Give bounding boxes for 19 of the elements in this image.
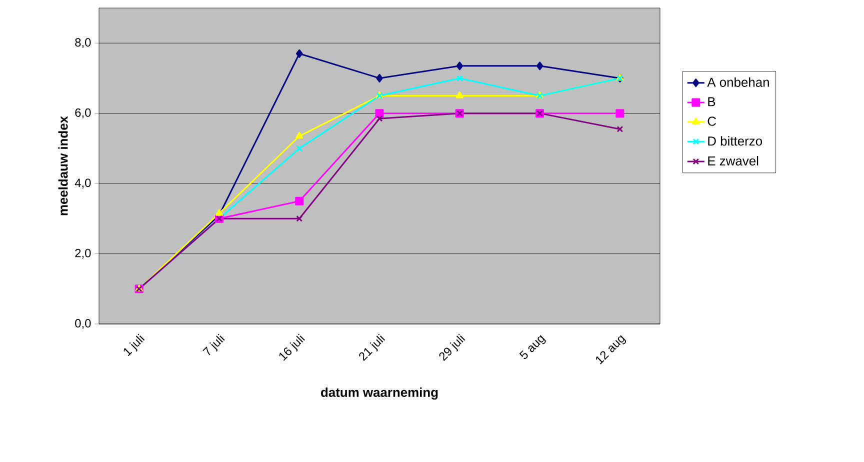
legend-label: B	[708, 97, 716, 106]
legend-label: C	[708, 116, 716, 126]
x-axis-title: datum waarneming	[321, 387, 438, 400]
y-axis-title: meeldauw index	[58, 116, 68, 216]
legend-label: D bitterzo	[708, 136, 762, 146]
y-tick-label: 6,0	[75, 108, 91, 118]
x-tick-label: 7 juli	[202, 334, 225, 356]
x-tick-label: 29 juli	[439, 334, 466, 362]
y-tick-label: 8,0	[75, 38, 91, 48]
x-tick-label: 16 juli	[279, 334, 305, 361]
legend-label: A onbehan	[707, 77, 769, 87]
y-tick-label: 4,0	[74, 178, 91, 188]
y-tick-label: 0,0	[75, 319, 91, 329]
x-tick-label: 5 aug	[519, 335, 546, 359]
y-tick-label: 2,0	[75, 248, 91, 259]
x-tick-label: 21 juli	[359, 334, 386, 362]
x-tick-label: 12 aug	[596, 335, 626, 364]
legend-label: E zwavel	[708, 156, 758, 166]
x-tick-label: 1 juli	[124, 334, 145, 356]
